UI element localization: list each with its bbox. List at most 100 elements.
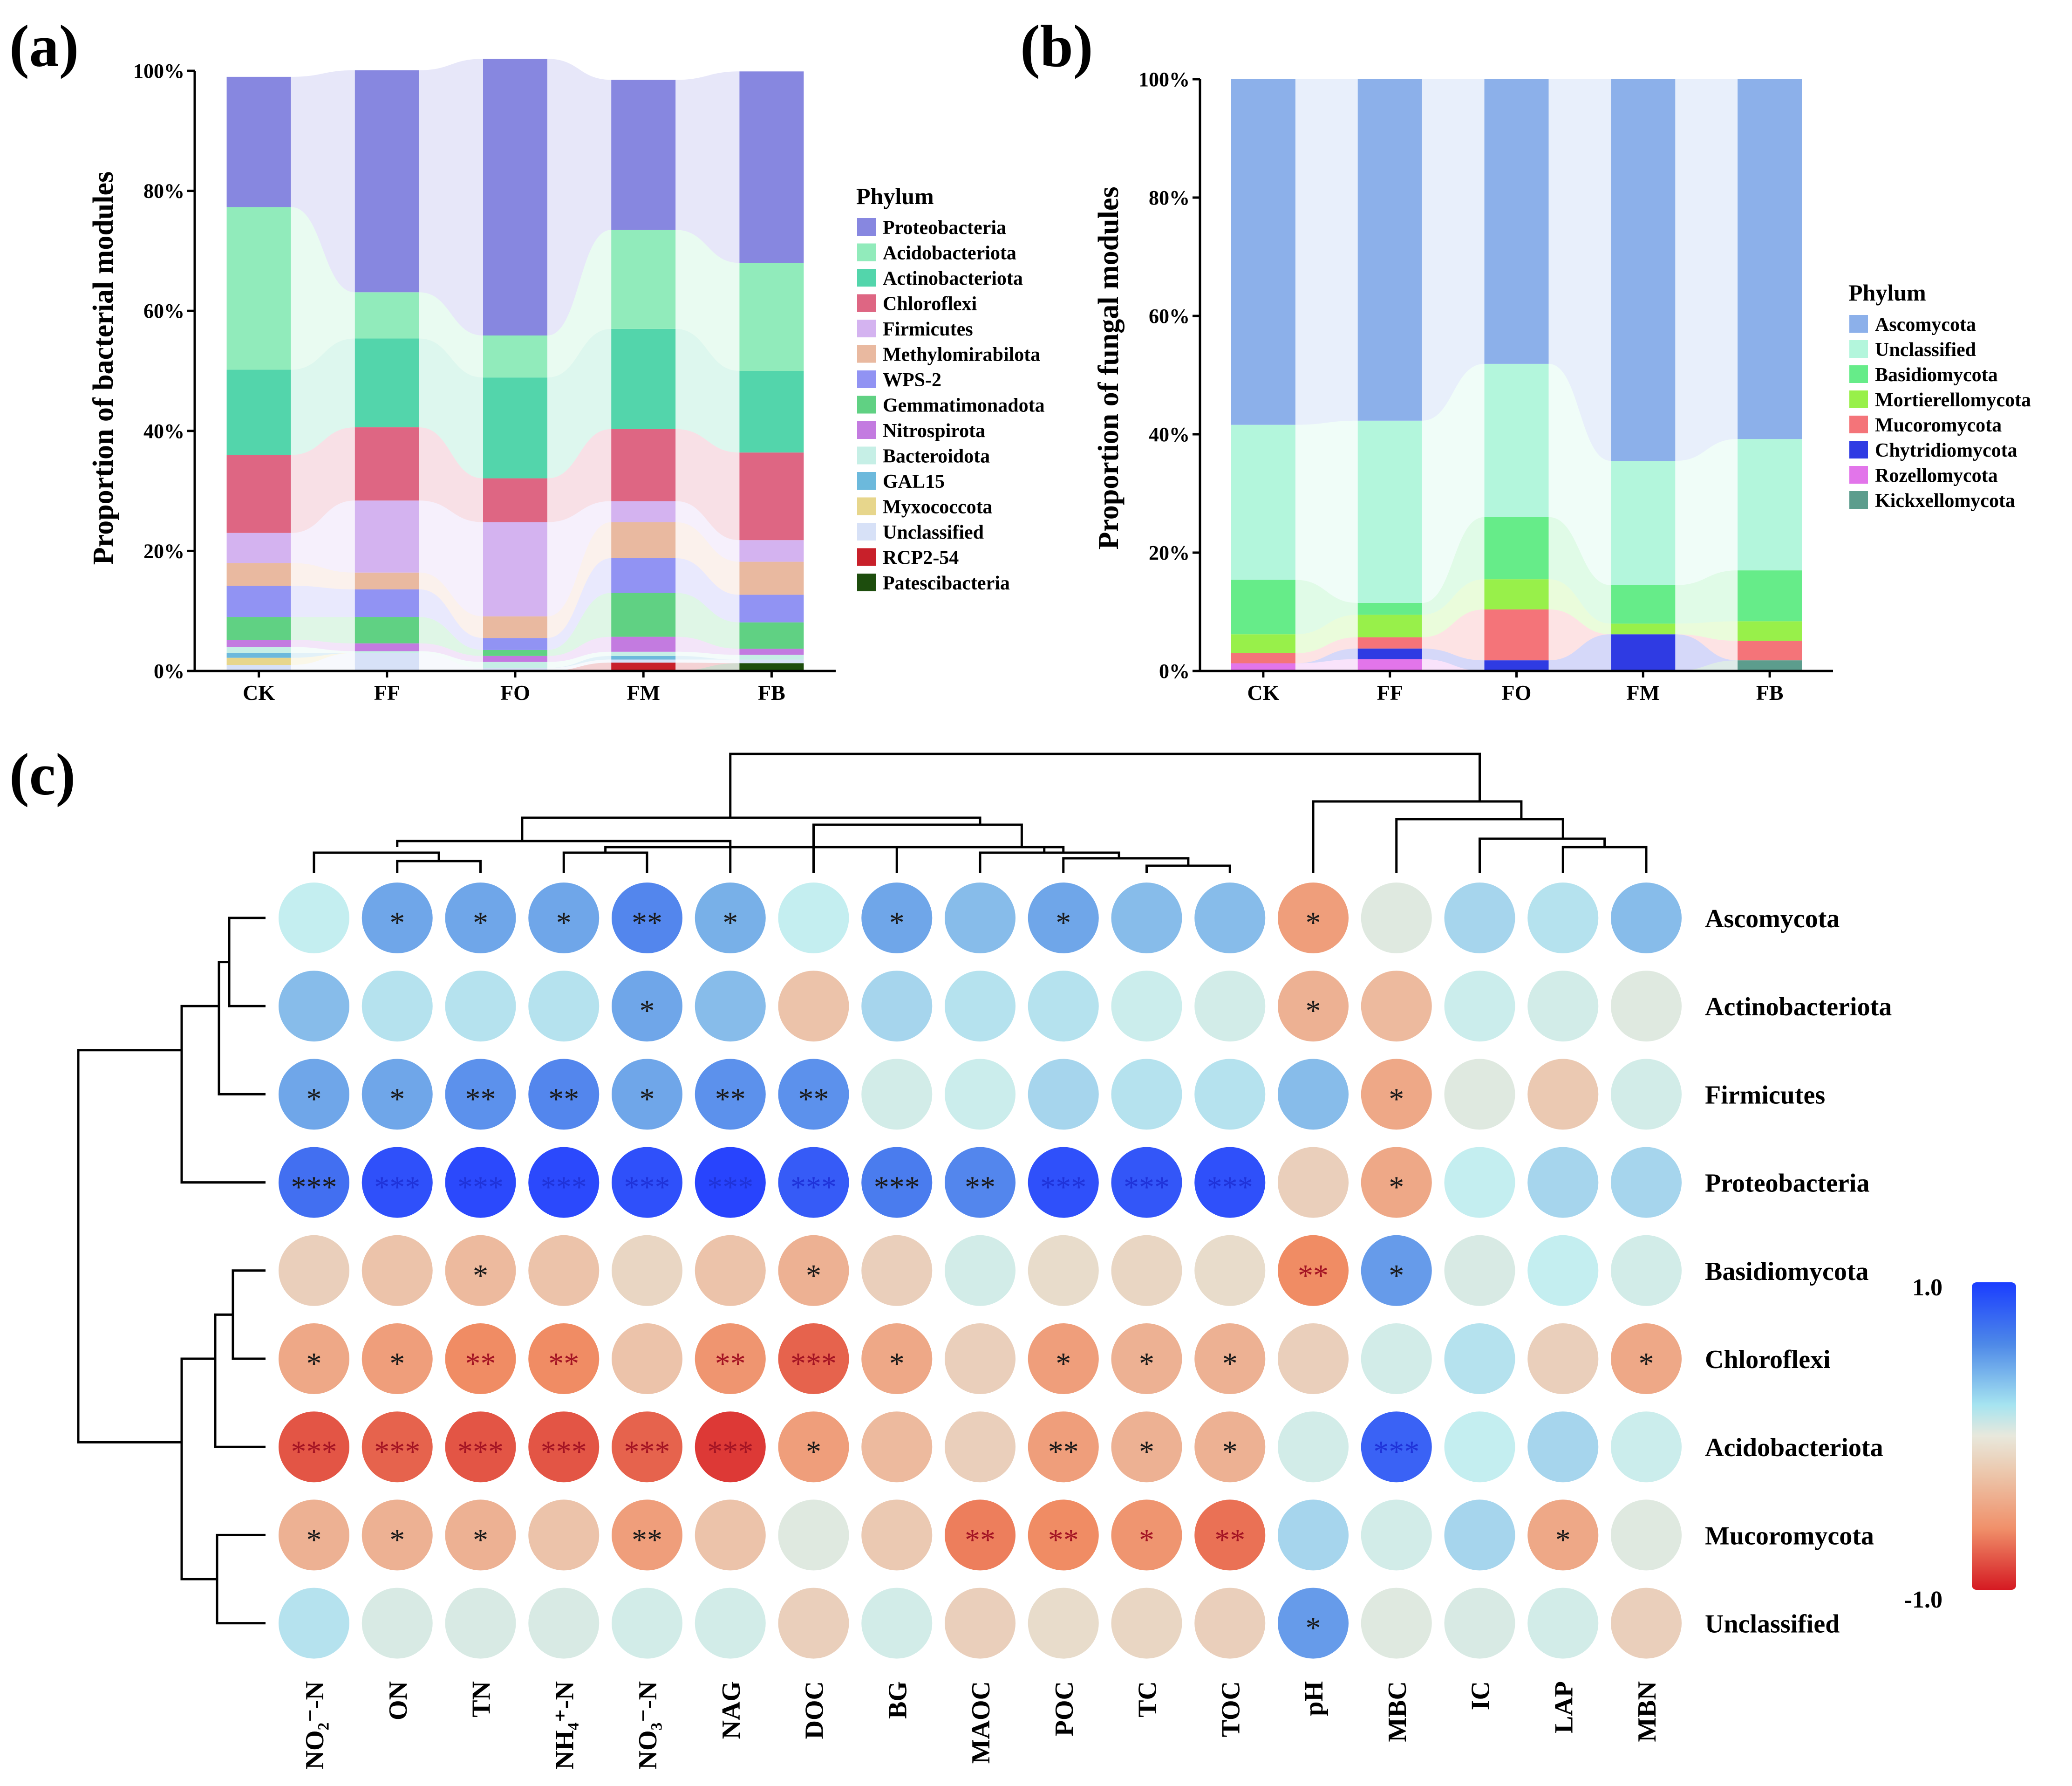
- cell-actinobacteriota-no-n: [612, 971, 682, 1042]
- cell-acidobacteriota-toc: [1194, 1411, 1266, 1483]
- cell-firmicutes-mbc: [1361, 1059, 1432, 1130]
- cell-chloroflexi-on: [361, 1323, 433, 1394]
- cell-acidobacteriota-nh-n: [528, 1411, 600, 1483]
- bar-ff-acidobacteriota: [354, 292, 419, 339]
- significance-actinobacteriota-ph: *: [1306, 994, 1321, 1028]
- significance-acidobacteriota-nag: ***: [707, 1435, 753, 1469]
- cell-proteobacteria-ph: [1278, 1147, 1349, 1218]
- bar-ck-methylomirabilota: [226, 563, 291, 586]
- bar-ck-chloroflexi: [226, 455, 291, 533]
- significance-acidobacteriota-no-n: ***: [624, 1435, 670, 1469]
- significance-basidiomycota-ph: **: [1298, 1259, 1329, 1293]
- dendrogram-link: [218, 961, 266, 1095]
- column-label-lap: LAP: [1549, 1681, 1578, 1733]
- significance-acidobacteriota-poc: **: [1048, 1435, 1079, 1469]
- bar-ff-chloroflexi: [354, 427, 419, 501]
- significance-chloroflexi-tc: *: [1139, 1347, 1154, 1381]
- bar-fm-actinobacteriota: [611, 328, 676, 429]
- panel-a-y-axis-label: Proportion of bacterial modules: [88, 171, 119, 565]
- cell-unclassified-no-n: [279, 1588, 349, 1659]
- legend-swatch-nitrospirota: [857, 421, 876, 439]
- cell-mucoromycota-tc: [1111, 1499, 1182, 1571]
- colorbar-min-label: -1.0: [1904, 1587, 1942, 1613]
- legend-label-chloroflexi: Chloroflexi: [883, 294, 977, 315]
- panel-b-plot: 0% 20% 40% 60% 80% 100% CK FF FO FM FB: [1138, 68, 1833, 705]
- cell-actinobacteriota-mbn: [1611, 971, 1682, 1042]
- flow-unclassified: [291, 653, 740, 671]
- significance-proteobacteria-tc: ***: [1124, 1170, 1170, 1204]
- column-label-no-n: NO₃⁻-N: [634, 1681, 662, 1769]
- x-tick-label-ff: FF: [1377, 681, 1403, 705]
- legend-label-basidiomycota: Basidiomycota: [1875, 364, 1998, 386]
- cell-firmicutes-ph: [1278, 1059, 1349, 1130]
- bar-fo-proteobacteria: [483, 59, 547, 336]
- cell-chloroflexi-ic: [1444, 1323, 1515, 1394]
- cell-proteobacteria-ic: [1444, 1147, 1515, 1218]
- bar-fb-gemmatimonadota: [739, 622, 804, 649]
- cell-mucoromycota-on: [361, 1499, 433, 1571]
- legend-label-firmicutes: Firmicutes: [883, 319, 973, 340]
- legend-label-kickxellomycota: Kickxellomycota: [1875, 490, 2015, 512]
- bar-ck-firmicutes: [226, 533, 291, 563]
- flow-firmicutes: [291, 500, 740, 616]
- row-label-ascomycota: Ascomycota: [1705, 904, 1840, 933]
- panel-a-legend-title: Phylum: [856, 183, 934, 209]
- cell-proteobacteria-no-n: [279, 1147, 349, 1218]
- cell-actinobacteriota-tn: [445, 971, 516, 1042]
- column-label-ph: pH: [1300, 1681, 1329, 1716]
- column-label-on: ON: [384, 1681, 413, 1720]
- significance-actinobacteriota-no-n: *: [640, 994, 655, 1028]
- row-label-actinobacteriota: Actinobacteriota: [1705, 992, 1892, 1021]
- cell-proteobacteria-lap: [1527, 1147, 1599, 1218]
- cell-acidobacteriota-tc: [1111, 1411, 1182, 1483]
- cell-basidiomycota-lap: [1527, 1235, 1599, 1306]
- flow-bands: [291, 59, 740, 671]
- panel-a-plot: 0% 20% 40% 60% 80% 100% CK FF FO FM FB: [133, 59, 836, 705]
- y-tick-label: 60%: [143, 300, 184, 322]
- column-label-tn: TN: [467, 1681, 496, 1718]
- cell-ascomycota-bg: [861, 883, 933, 953]
- cell-proteobacteria-on: [361, 1147, 433, 1218]
- cell-basidiomycota-no-n: [612, 1235, 682, 1306]
- cell-proteobacteria-maoc: [945, 1147, 1016, 1218]
- cell-acidobacteriota-tn: [445, 1411, 516, 1483]
- significance-acidobacteriota-mbc: ***: [1373, 1435, 1419, 1469]
- cell-mucoromycota-ic: [1444, 1499, 1515, 1571]
- dendrogram-link: [180, 1005, 266, 1184]
- dendrogram-link: [1312, 800, 1523, 873]
- cell-basidiomycota-bg: [861, 1235, 933, 1306]
- cell-ascomycota-tn: [445, 883, 516, 953]
- row-label-unclassified: Unclassified: [1705, 1610, 1840, 1639]
- dendrogram-link: [1062, 857, 1190, 873]
- dendrogram-link: [1479, 837, 1606, 873]
- cell-chloroflexi-bg: [861, 1323, 933, 1394]
- significance-chloroflexi-nag: **: [715, 1347, 746, 1381]
- bar-fb-proteobacteria: [739, 71, 804, 263]
- cell-firmicutes-tn: [445, 1059, 516, 1130]
- legend-label-ascomycota: Ascomycota: [1875, 314, 1976, 335]
- significance-proteobacteria-doc: ***: [791, 1170, 837, 1204]
- cell-firmicutes-toc: [1194, 1059, 1266, 1130]
- bar-fb-mortierellomycota: [1738, 621, 1802, 641]
- bar-fo-chloroflexi: [483, 478, 547, 522]
- panel-b: (b) Proportion of fungal modules 0% 20% 40…: [1020, 13, 2031, 705]
- flow-chytridiomycota: [1295, 634, 1738, 671]
- cell-basidiomycota-ph: [1278, 1235, 1349, 1306]
- legend-swatch-unclassified: [1849, 340, 1868, 358]
- cell-unclassified-lap: [1527, 1588, 1599, 1659]
- bar-fm-unclassified: [1611, 461, 1676, 585]
- significance-ascomycota-tn: *: [473, 906, 488, 940]
- cell-actinobacteriota-lap: [1527, 971, 1599, 1042]
- legend-swatch-mortierellomycota: [1849, 390, 1868, 408]
- significance-basidiomycota-tn: *: [473, 1259, 488, 1293]
- legend-label-patescibacteria: Patescibacteria: [883, 573, 1010, 594]
- bar-fm-basidiomycota: [1611, 585, 1676, 624]
- legend-label-gal15: GAL15: [883, 471, 945, 493]
- significance-chloroflexi-poc: *: [1056, 1347, 1071, 1381]
- panel-a-legend: Proteobacteria Acidobacteriota Actinobacte…: [857, 217, 1045, 594]
- cell-unclassified-bg: [861, 1588, 933, 1659]
- bar-fm-unclassified: [611, 659, 676, 663]
- bar-fb-acidobacteriota: [739, 263, 804, 371]
- significance-firmicutes-nag: **: [715, 1082, 746, 1116]
